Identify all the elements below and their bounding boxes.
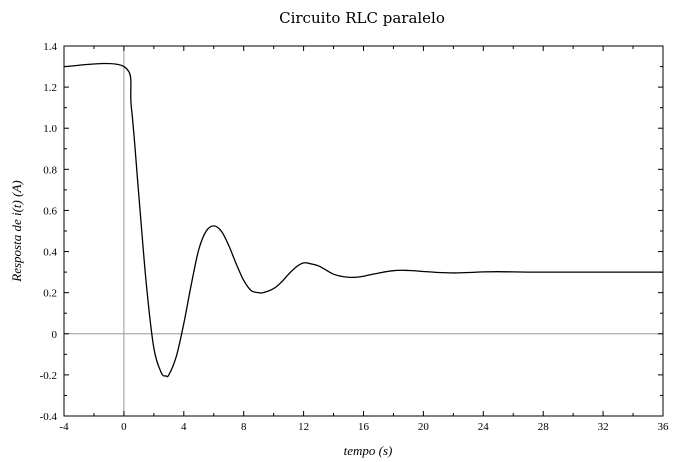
x-axis-label: tempo (s) — [344, 443, 393, 458]
series-line — [63, 62, 663, 378]
y-tick-label: 1.2 — [43, 82, 57, 94]
y-tick-label: 0.2 — [43, 288, 57, 300]
x-tick-label: 28 — [538, 421, 550, 433]
y-tick-label: 0.4 — [43, 247, 57, 259]
x-tick-labels: -4 0 4 8 12 16 20 24 28 32 36 — [59, 421, 669, 433]
x-tick-label: 16 — [358, 421, 370, 433]
y-tick-label: -0.2 — [40, 370, 57, 382]
x-tick-label: 8 — [241, 421, 247, 433]
y-tick-label: 0.8 — [43, 164, 57, 176]
x-tick-label: 4 — [181, 421, 187, 433]
reference-lines — [64, 46, 663, 416]
x-tick-label: 24 — [478, 421, 490, 433]
plot-frame — [63, 45, 664, 417]
series-group — [63, 62, 663, 378]
y-tick-labels: -0.4 -0.2 0 0.2 0.4 0.6 0.8 1.0 1.2 1.4 — [40, 41, 58, 423]
y-axis-label: Resposta de i(t) (A) — [9, 180, 24, 282]
y-tick-label: 0.6 — [43, 205, 57, 217]
x-tick-label: 12 — [298, 421, 309, 433]
axis-ticks — [63, 45, 664, 417]
y-tick-label: -0.4 — [40, 411, 58, 423]
y-tick-label: 1.0 — [43, 123, 57, 135]
y-tick-label: 0 — [52, 329, 58, 341]
x-tick-label: 32 — [598, 421, 609, 433]
x-tick-label: 36 — [658, 421, 670, 433]
y-tick-label: 1.4 — [43, 41, 57, 53]
chart-title: Circuito RLC paralelo — [279, 9, 445, 27]
x-tick-label: 0 — [121, 421, 127, 433]
x-tick-label: 20 — [418, 421, 430, 433]
x-tick-label: -4 — [59, 421, 69, 433]
